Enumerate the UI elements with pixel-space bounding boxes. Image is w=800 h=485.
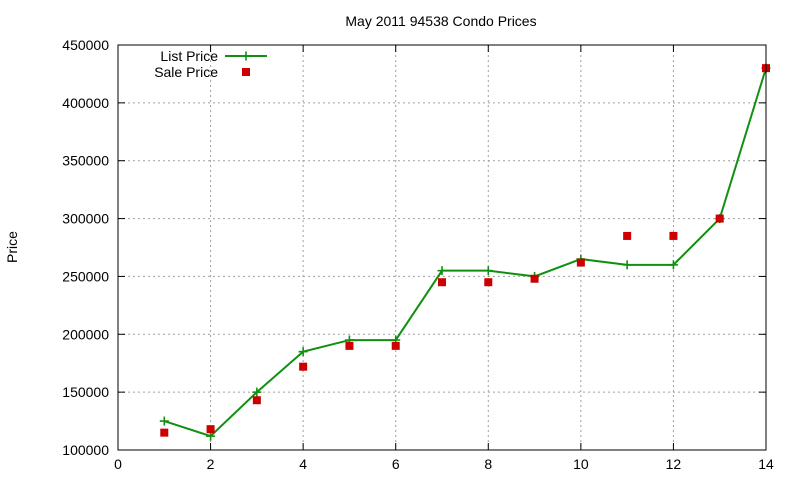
sale-price-point xyxy=(530,274,539,283)
x-tick-label: 12 xyxy=(666,456,682,472)
y-tick-label: 300000 xyxy=(62,211,109,227)
series-sale-price xyxy=(160,64,770,437)
y-tick-label: 450000 xyxy=(62,37,109,53)
series-layer xyxy=(159,63,771,441)
sale-price-point xyxy=(715,214,724,223)
x-tick-label: 8 xyxy=(484,456,492,472)
y-tick-label: 150000 xyxy=(62,384,109,400)
list-price-point xyxy=(668,260,678,270)
x-tick-label: 2 xyxy=(207,456,215,472)
sale-price-point xyxy=(576,258,585,267)
y-tick-label: 350000 xyxy=(62,153,109,169)
list-price-point xyxy=(298,347,308,357)
chart-title: May 2011 94538 Condo Prices xyxy=(345,13,536,29)
y-axis-label: Price xyxy=(4,231,20,263)
legend-label-sale-price: Sale Price xyxy=(154,64,218,80)
y-tick-label: 250000 xyxy=(62,268,109,284)
list-price-point xyxy=(437,266,447,276)
y-tick-label: 100000 xyxy=(62,442,109,458)
list-price-point xyxy=(622,260,632,270)
list-price-point xyxy=(252,387,262,397)
x-tick-label: 6 xyxy=(392,456,400,472)
list-price-line xyxy=(163,67,767,438)
grid-lines xyxy=(118,45,766,450)
legend-marker-sale-price xyxy=(242,68,250,76)
x-tick-label: 14 xyxy=(758,456,774,472)
x-tick-label: 0 xyxy=(114,456,122,472)
legend-marker-list-price xyxy=(241,51,251,61)
sale-price-point xyxy=(391,341,400,350)
y-tick-label: 200000 xyxy=(62,326,109,342)
axis-ticks: 100000 150000 200000 250000 300000 350000 4000… xyxy=(62,37,774,472)
series-list-price xyxy=(159,63,771,441)
sale-price-point xyxy=(252,396,261,405)
sale-price-point xyxy=(345,341,354,350)
list-price-point xyxy=(159,416,169,426)
sale-price-point xyxy=(299,362,308,371)
sale-price-point xyxy=(669,231,678,240)
x-tick-label: 10 xyxy=(573,456,589,472)
sale-price-point xyxy=(160,428,169,437)
list-price-point xyxy=(483,266,493,276)
y-tick-label: 400000 xyxy=(62,95,109,111)
sale-price-point xyxy=(438,278,446,287)
sale-price-point xyxy=(484,278,493,287)
sale-price-point xyxy=(206,425,215,434)
plot-frame xyxy=(117,44,767,451)
legend-label-list-price: List Price xyxy=(160,48,218,64)
x-tick-label: 4 xyxy=(299,456,307,472)
sale-price-point xyxy=(623,231,632,240)
